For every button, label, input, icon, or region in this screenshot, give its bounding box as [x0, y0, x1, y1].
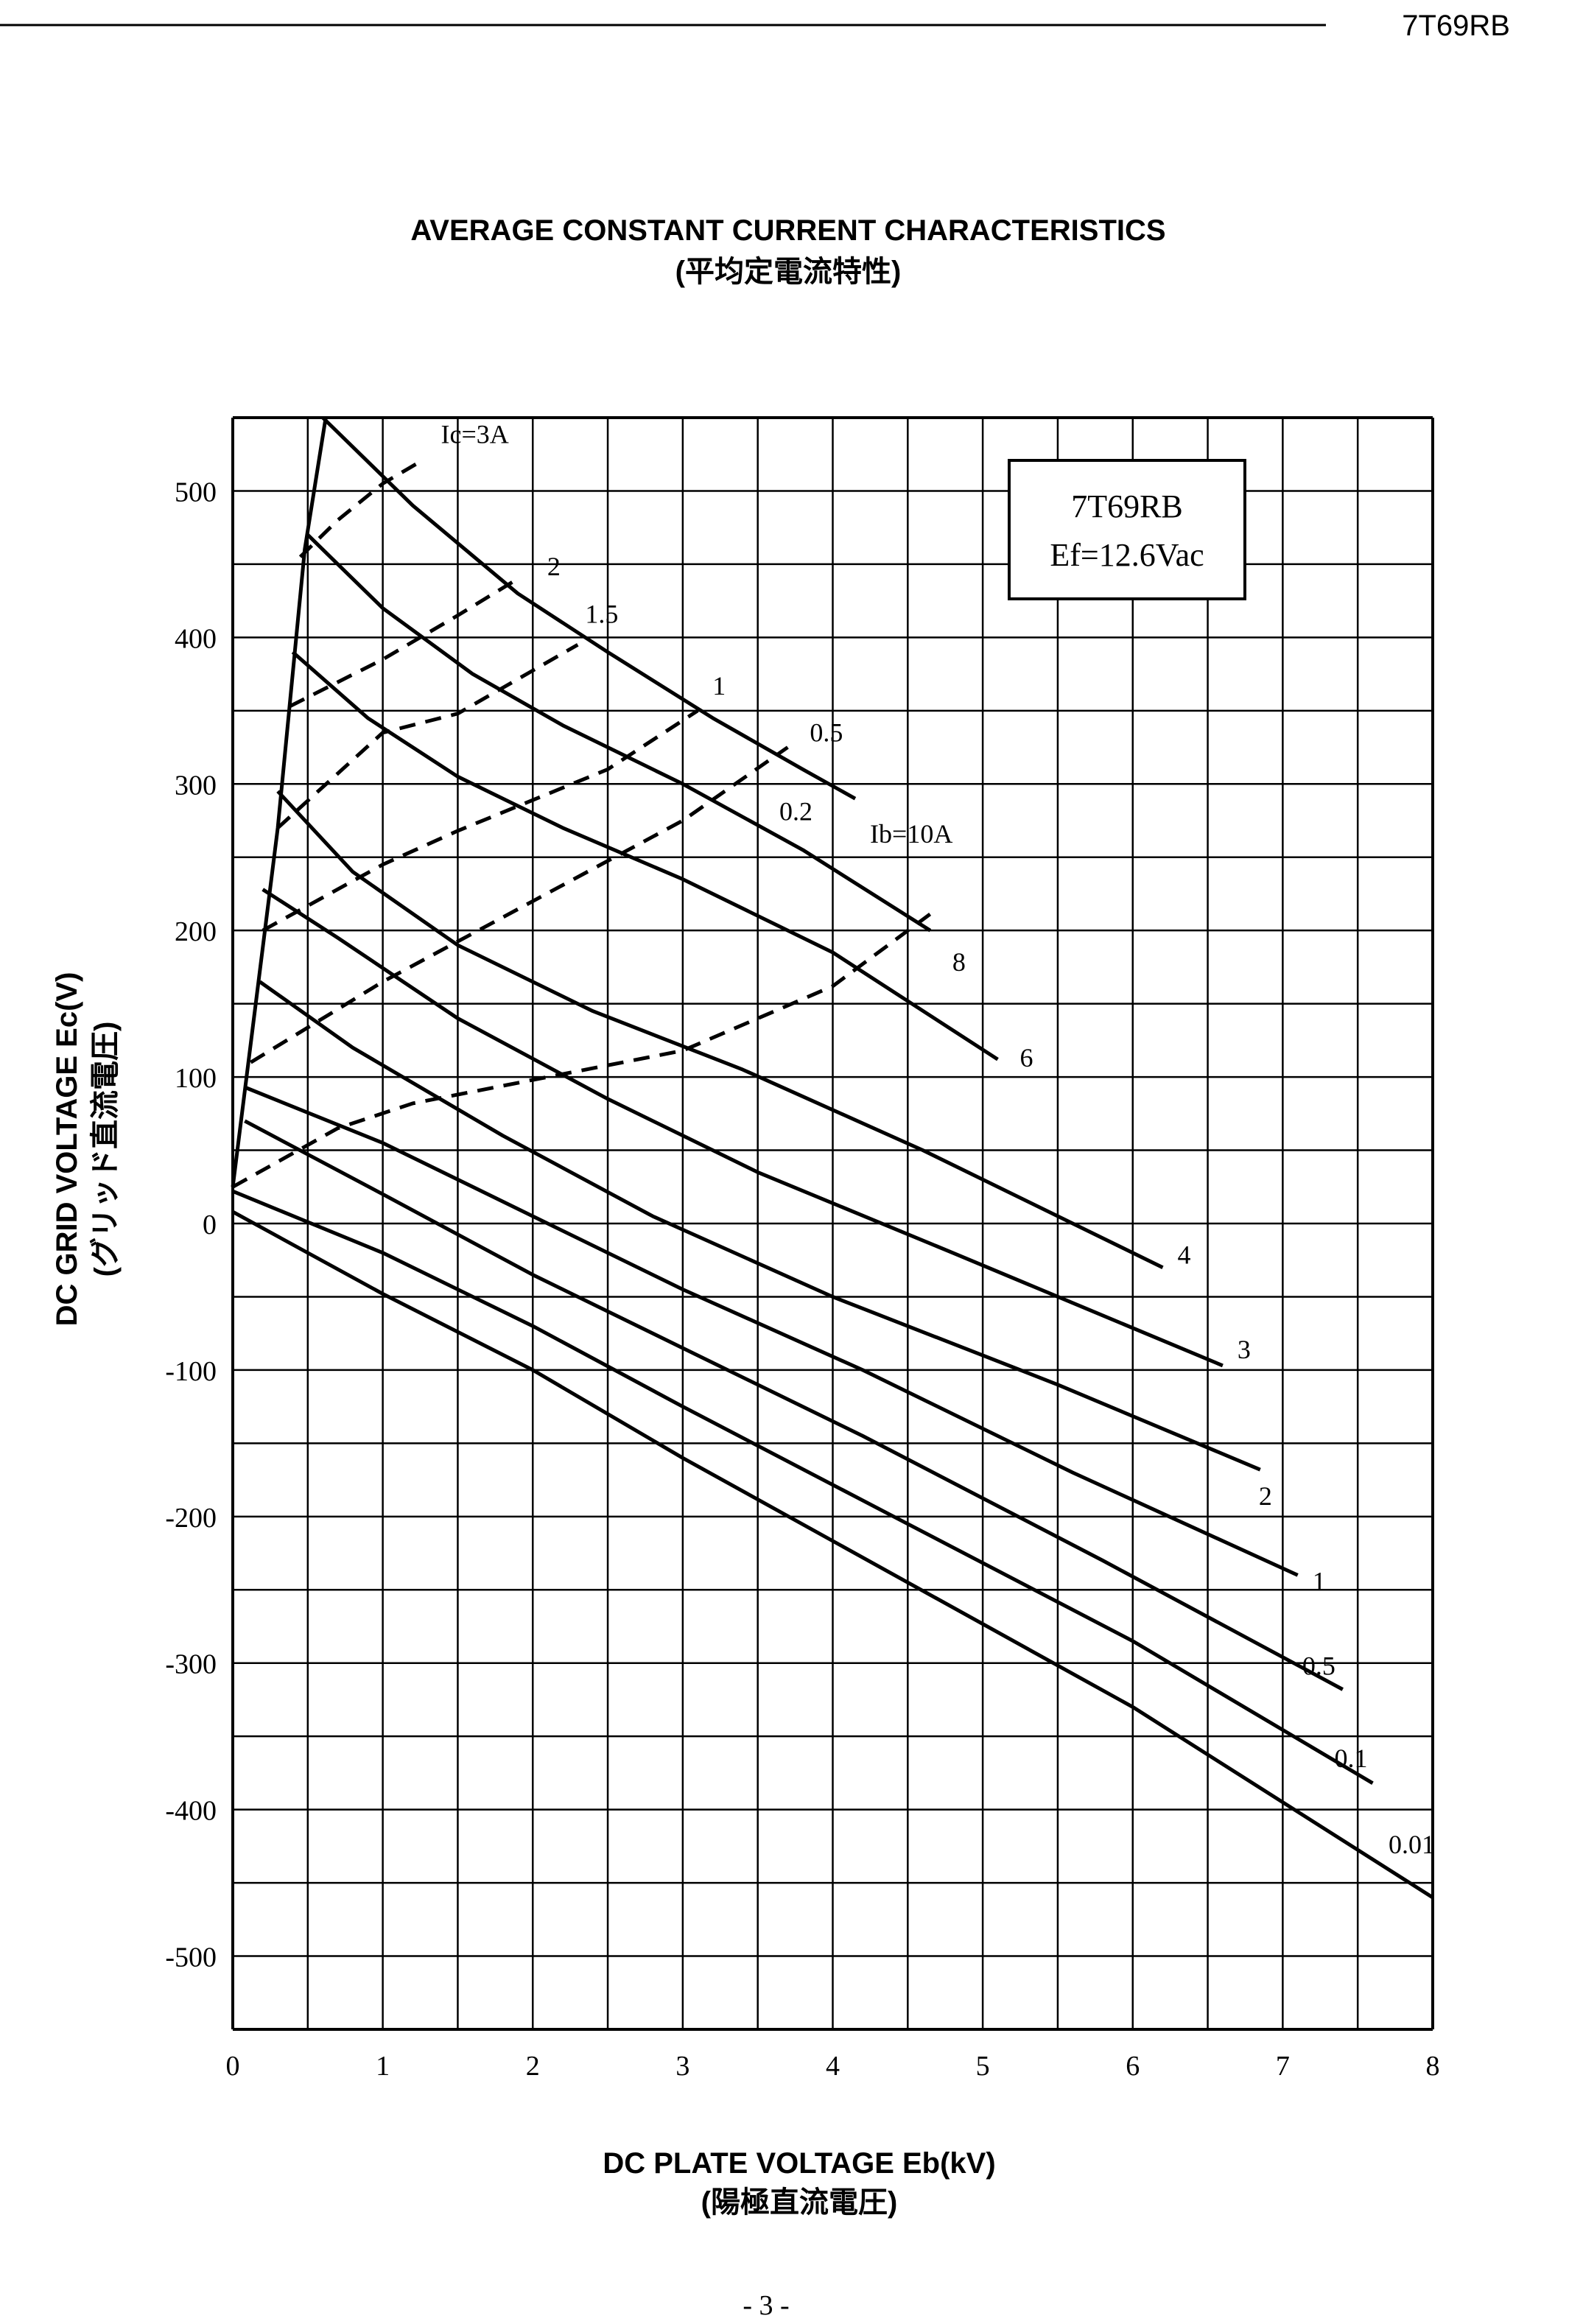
x-tick-label: 0 — [226, 2051, 240, 2082]
plate-current-label: Ib=10A — [870, 819, 952, 849]
plate-current-curve — [232, 1189, 1374, 1785]
x-tick-label: 2 — [526, 2051, 540, 2082]
plate-current-curve — [231, 1210, 1434, 1900]
series-layer — [231, 416, 1434, 1900]
grid-current-label: 1 — [712, 671, 726, 701]
y-tick-label: -400 — [165, 1796, 217, 1827]
x-tick-label: 5 — [976, 2051, 990, 2082]
plate-current-label: 6 — [1019, 1043, 1033, 1073]
grid-current-label: 0.5 — [810, 718, 843, 748]
x-axis-label-jp: (陽極直流電圧) — [701, 2186, 898, 2219]
x-tick-label: 8 — [1426, 2051, 1440, 2082]
legend-frame — [1008, 459, 1246, 600]
grid-current-label: 0.2 — [779, 796, 812, 826]
plate-current-label: 0.1 — [1335, 1744, 1368, 1773]
plate-current-curve — [259, 980, 1261, 1472]
grid-current-label: Ic=3A — [441, 420, 509, 449]
x-tick-label: 3 — [675, 2051, 689, 2082]
tick-layer: 0 1 2 3 4 5 6 7 8 500 400 300 200 100 0 -100 -200 -300 -40… — [165, 477, 1439, 2082]
y-tick-label: 400 — [175, 623, 217, 654]
header-model: 7T69RB — [1402, 10, 1510, 42]
grid-current-curve — [262, 709, 699, 933]
plate-current-label: 2 — [1259, 1481, 1272, 1511]
grid-current-curve — [250, 745, 789, 1064]
y-axis-label: DC GRID VOLTAGE Ec(V) — [51, 972, 83, 1327]
y-axis-label-jp: (グリッド直流電圧) — [89, 1022, 122, 1277]
y-tick-label: -200 — [165, 1503, 217, 1534]
plate-current-curve — [244, 1119, 1344, 1691]
y-tick-label: -300 — [165, 1649, 217, 1680]
y-tick-label: -500 — [165, 1942, 217, 1973]
plate-current-curve — [244, 1085, 1299, 1577]
grid-current-curve — [289, 577, 519, 709]
plate-current-label: 3 — [1238, 1335, 1251, 1364]
plate-current-label: 1 — [1313, 1566, 1326, 1595]
grid-current-label: 2 — [547, 552, 561, 581]
legend-model: 7T69RB — [1071, 488, 1183, 524]
y-tick-label: 500 — [175, 477, 217, 508]
grid-layer — [231, 416, 1434, 2031]
x-tick-label: 1 — [376, 2051, 390, 2082]
plate-current-label: 8 — [952, 947, 966, 977]
plate-current-curve — [306, 533, 932, 933]
y-tick-label: 300 — [175, 770, 217, 801]
y-tick-label: 200 — [175, 916, 217, 947]
grid-current-label: 1.5 — [585, 599, 618, 628]
plate-current-curve — [262, 888, 1224, 1368]
plate-current-curve — [276, 790, 1164, 1269]
plate-current-label: 0.01 — [1389, 1830, 1435, 1859]
x-tick-label: 6 — [1126, 2051, 1140, 2082]
chart-title: AVERAGE CONSTANT CURRENT CHARACTERISTICS — [410, 214, 1165, 247]
plate-current-curve — [291, 650, 999, 1061]
chart-subtitle: (平均定電流特性) — [675, 256, 902, 288]
legend-box: 7T69RB Ef=12.6Vac — [1008, 459, 1246, 600]
plate-current-label: 0.5 — [1302, 1651, 1335, 1681]
page-number: - 3 - — [743, 2290, 789, 2321]
grid-current-curve — [298, 460, 421, 558]
x-tick-label: 7 — [1276, 2051, 1290, 2082]
boundary-line — [231, 417, 328, 1187]
x-axis-label: DC PLATE VOLTAGE Eb(kV) — [603, 2147, 995, 2180]
y-tick-label: 0 — [203, 1210, 217, 1240]
legend-condition: Ef=12.6Vac — [1050, 537, 1204, 573]
x-tick-label: 4 — [826, 2051, 840, 2082]
y-tick-label: 100 — [175, 1063, 217, 1094]
plate-current-curve — [321, 416, 857, 801]
grid-current-curve — [231, 907, 939, 1189]
y-tick-label: -100 — [165, 1356, 217, 1387]
plate-current-label: 4 — [1177, 1240, 1190, 1270]
label-layer: Ib=10A 8 6 4 3 2 1 0.5 0.1 0.01 Ic=3A 2 1.5 1 0.5 0.2 — [441, 420, 1435, 1859]
